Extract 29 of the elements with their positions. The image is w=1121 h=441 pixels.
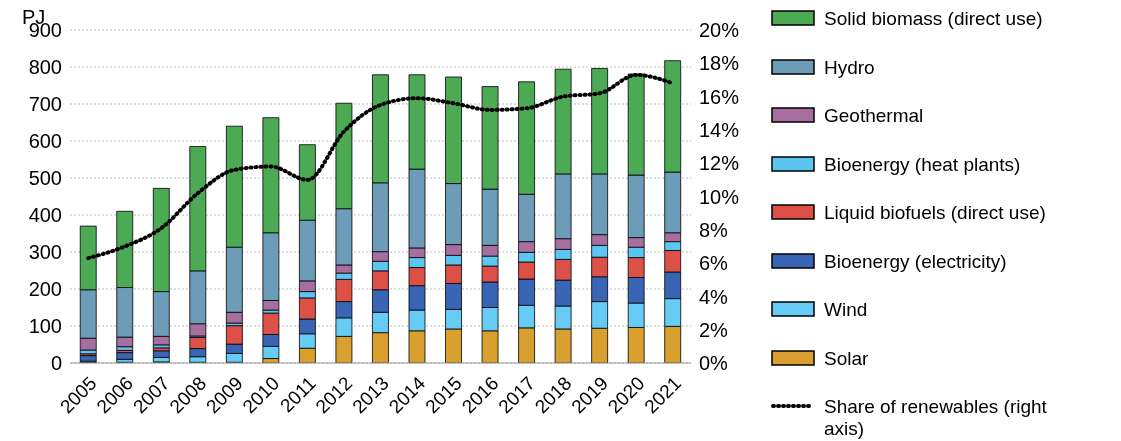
y-tick-label: 100 [28, 315, 62, 338]
y2-tick-label: 12% [699, 152, 740, 175]
y2-tick-label: 18% [699, 52, 740, 75]
legend-label: Hydro [824, 56, 876, 79]
y-tick-label: 200 [28, 278, 62, 301]
legend-label: Share of renewables (right axis) [824, 396, 1048, 440]
legend-label: Solid biomass (direct use) [824, 8, 1044, 30]
y-tick-label: 400 [28, 204, 62, 227]
y2-tick-label: 16% [699, 85, 740, 108]
y-tick-label: 700 [28, 93, 62, 116]
legend-label: Bioenergy (electricity) [824, 250, 1008, 273]
legend-label: Wind [824, 299, 869, 321]
legend-label: Liquid biofuels (direct use) [824, 202, 1047, 224]
y-tick-label: 500 [28, 167, 62, 190]
y-tick-label: 800 [28, 56, 62, 79]
y-tick-label: 0 [50, 352, 62, 375]
y2-tick-label: 6% [699, 252, 729, 275]
y-tick-label: 600 [28, 130, 62, 153]
legend-label: Bioenergy (heat plants) [824, 153, 1022, 176]
y2-tick-label: 10% [699, 185, 740, 208]
y-tick-label: 300 [28, 241, 62, 264]
y2-tick-label: 4% [699, 285, 729, 308]
y2-tick-label: 14% [699, 119, 740, 141]
y2-tick-label: 20% [699, 19, 740, 42]
legend-label: Solar [824, 347, 870, 370]
y2-tick-label: 8% [699, 218, 729, 241]
legend-label: Geothermal [824, 105, 925, 127]
y2-tick-label: 2% [699, 318, 729, 341]
y2-tick-label: 0% [699, 352, 729, 375]
